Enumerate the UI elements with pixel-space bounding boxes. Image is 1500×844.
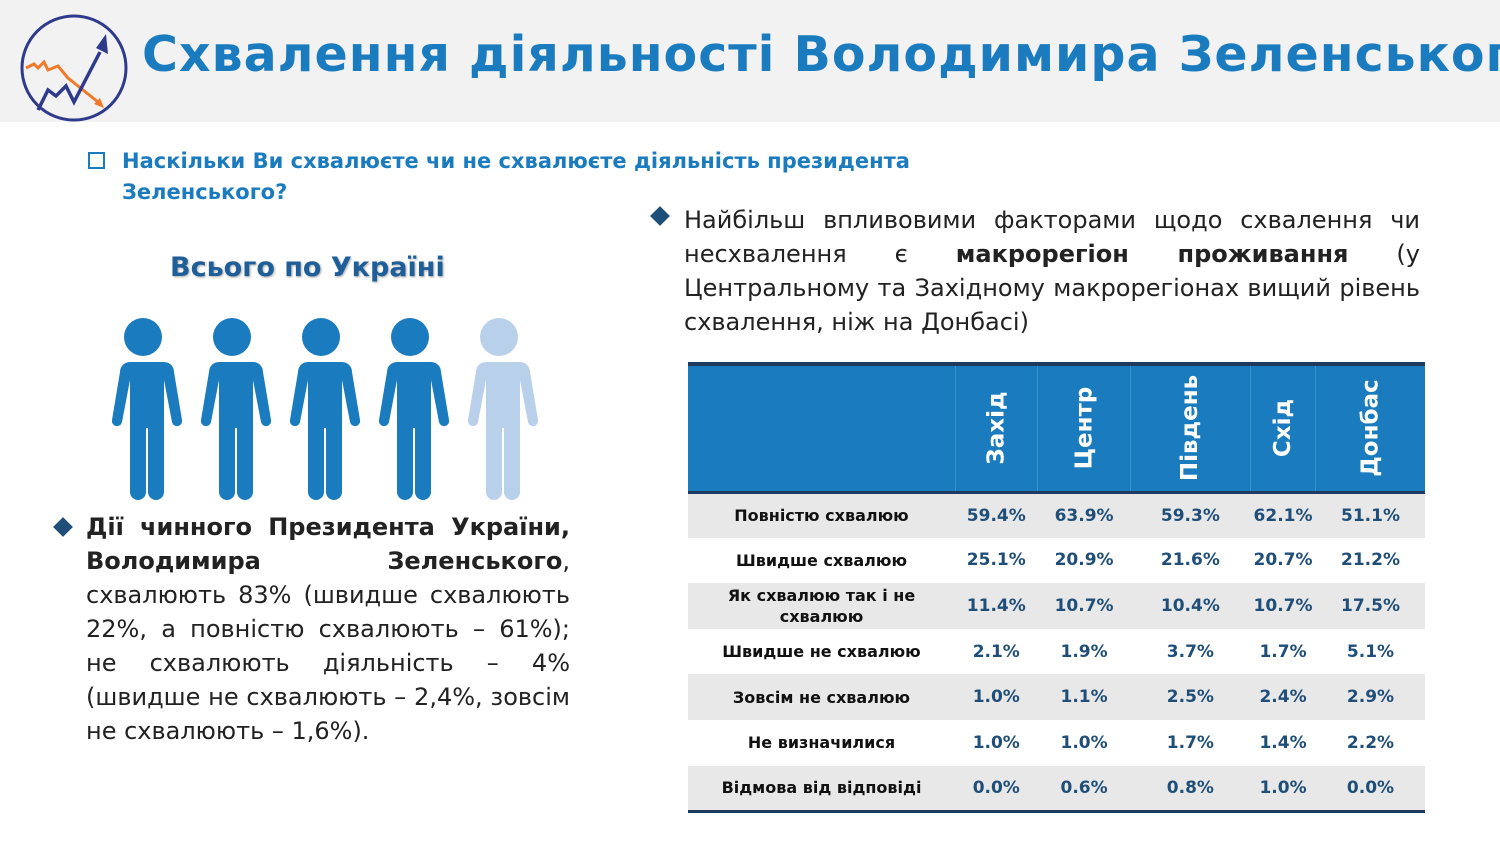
table-cell: 1.4% <box>1259 732 1307 753</box>
survey-question: Наскільки Ви схвалюєте чи не схвалюєте д… <box>88 146 928 208</box>
diamond-bullet-icon <box>53 517 73 537</box>
table-cell: 62.1% <box>1250 492 1316 538</box>
person-icon <box>378 318 450 500</box>
table-cell: 25.1% <box>966 550 1026 571</box>
table-row: Швидше схвалюю 25.1% 20.9% 21.6% 20.7% 21.2% <box>688 538 1425 584</box>
table-cell: 1.0% <box>1250 765 1316 813</box>
table-cell: 10.4% <box>1130 583 1251 629</box>
row-label: Швидше не схвалюю <box>722 642 921 662</box>
approval-table: Захід Центр Південь Схід Донбас Повністю… <box>688 362 1425 813</box>
table-cell: 1.9% <box>1060 641 1108 662</box>
table-cell: 2.1% <box>972 641 1020 662</box>
column-header: Донбас <box>1315 362 1425 494</box>
table-cell: 0.8% <box>1130 765 1251 813</box>
column-header: Південь <box>1130 362 1251 494</box>
table-cell: 51.1% <box>1315 492 1425 538</box>
table-cell: 10.7% <box>1250 583 1316 629</box>
table-cell: 1.0% <box>972 732 1020 753</box>
table-cell: 17.5% <box>1315 583 1425 629</box>
factors-text: Найбільш впливовими факторами щодо схвал… <box>684 206 1420 336</box>
table-cell: 63.9% <box>1037 492 1131 538</box>
table-cell: 2.9% <box>1315 674 1425 720</box>
row-label: Зовсім не схвалюю <box>688 674 955 720</box>
table-cell: 1.0% <box>955 674 1038 720</box>
table-cell: 1.1% <box>1037 674 1131 720</box>
table-row: Швидше не схвалюю 2.1% 1.9% 3.7% 1.7% 5.1% <box>688 629 1425 675</box>
diamond-bullet-icon <box>650 206 670 226</box>
table-row: Зовсім не схвалюю 1.0% 1.1% 2.5% 2.4% 2.9% <box>688 674 1425 720</box>
header-band <box>0 0 1500 122</box>
subtitle: Всього по Україні <box>170 252 445 283</box>
summary-text: Дії чинного Президента України, Володими… <box>86 513 570 745</box>
table-row: Відмова від відповіді 0.0% 0.6% 0.8% 1.0% 0.0… <box>688 765 1425 813</box>
column-header: Захід <box>954 362 1038 494</box>
table-cell: 0.6% <box>1037 765 1131 813</box>
people-pictogram <box>111 318 539 500</box>
row-label: Як схвалюю так і не схвалюю <box>688 583 955 629</box>
table-cell: 59.3% <box>1130 492 1251 538</box>
table-cell: 3.7% <box>1166 641 1214 662</box>
table-cell: 11.4% <box>955 583 1038 629</box>
table-cell: 59.4% <box>955 492 1038 538</box>
row-label: Відмова від відповіді <box>688 765 955 813</box>
column-header: Схід <box>1249 362 1316 494</box>
person-icon <box>200 318 272 500</box>
row-label: Швидше схвалюю <box>736 550 907 570</box>
table-row: Як схвалюю так і не схвалюю 11.4% 10.7% 10.… <box>688 583 1425 629</box>
person-icon <box>289 318 361 500</box>
person-icon <box>111 318 183 500</box>
table-cell: 20.7% <box>1253 550 1313 571</box>
table-cell: 1.7% <box>1166 732 1214 753</box>
table-cell: 0.0% <box>1315 765 1425 813</box>
logo-chart-icon <box>20 14 128 122</box>
table-row: Повністю схвалюю 59.4% 63.9% 59.3% 62.1% 51.1… <box>688 492 1425 538</box>
row-label: Повністю схвалюю <box>688 492 955 538</box>
page-title: Схвалення діяльності Володимира Зеленськ… <box>142 26 1500 83</box>
header-blank <box>688 362 955 494</box>
table-cell: 20.9% <box>1054 550 1114 571</box>
table-cell: 10.7% <box>1037 583 1131 629</box>
table-cell: 5.1% <box>1346 641 1395 662</box>
column-header: Центр <box>1037 362 1131 494</box>
table-header-row: Захід Центр Південь Схід Донбас <box>688 362 1425 494</box>
checkbox-bullet-icon <box>88 152 105 169</box>
table-cell: 1.0% <box>1060 732 1108 753</box>
table-cell: 0.0% <box>955 765 1038 813</box>
table-cell: 2.4% <box>1250 674 1316 720</box>
table-cell: 1.7% <box>1259 641 1307 662</box>
table-cell: 2.2% <box>1346 732 1395 753</box>
table-cell: 21.6% <box>1160 550 1220 571</box>
table-cell: 2.5% <box>1130 674 1251 720</box>
row-label: Не визначилися <box>747 733 896 753</box>
person-icon <box>467 318 539 500</box>
table-cell: 21.2% <box>1341 550 1400 571</box>
table-row: Не визначилися 1.0% 1.0% 1.7% 1.4% 2.2% <box>688 720 1425 766</box>
